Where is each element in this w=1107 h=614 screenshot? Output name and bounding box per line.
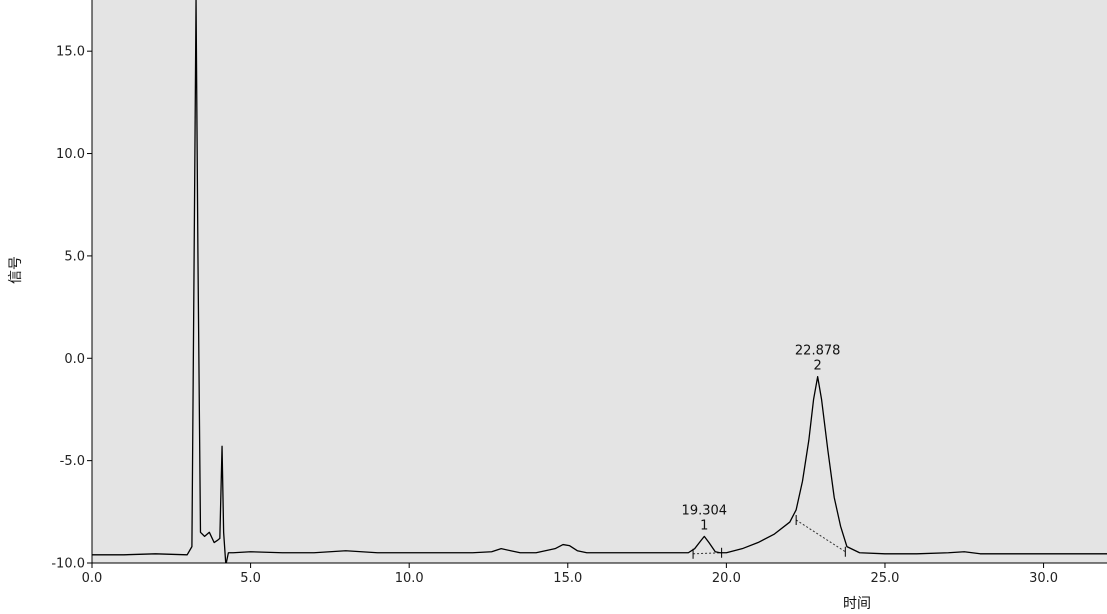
y-axis-ticks: -10.0 -5.0 0.0 5.0 10.0 15.0 [51, 45, 92, 572]
signal-trace-line [92, 0, 1107, 563]
peak-time-label-1: 19.304 [682, 503, 728, 518]
x-tick-label: 20.0 [712, 571, 741, 586]
y-tick-label: 15.0 [56, 45, 85, 60]
x-tick-label: 25.0 [870, 571, 899, 586]
y-tick-label: -10.0 [51, 557, 85, 572]
y-tick-label: 10.0 [56, 147, 85, 162]
x-tick-label: 5.0 [240, 571, 261, 586]
y-axis-title: 信号 [8, 256, 24, 284]
x-tick-label: 10.0 [395, 571, 424, 586]
x-tick-label: 30.0 [1029, 571, 1058, 586]
peak-baseline-1 [693, 552, 722, 555]
plot-background [92, 0, 1107, 563]
x-tick-label: 0.0 [82, 571, 103, 586]
peak-time-label-2: 22.878 [795, 344, 841, 359]
peak-number-label-2: 2 [814, 359, 822, 374]
y-tick-label: 5.0 [64, 249, 85, 264]
x-axis-title: 时间 [843, 596, 871, 612]
peak-baseline-2 [795, 519, 846, 553]
x-axis-ticks: 0.0 5.0 10.0 15.0 20.0 25.0 30.0 [82, 563, 1058, 586]
y-tick-label: 0.0 [64, 352, 85, 367]
y-tick-label: -5.0 [60, 454, 85, 469]
peak-number-label-1: 1 [700, 518, 708, 533]
x-tick-label: 15.0 [553, 571, 582, 586]
